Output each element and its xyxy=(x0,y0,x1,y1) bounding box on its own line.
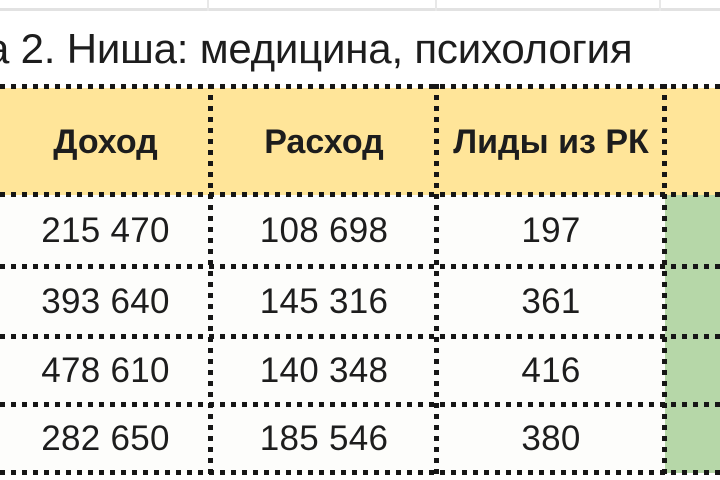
table-cell-extra-1[interactable] xyxy=(665,267,720,337)
column-header-extra[interactable] xyxy=(665,88,720,195)
gridline-v-col-3 xyxy=(662,84,667,480)
table-cell-extra-2[interactable] xyxy=(665,337,720,405)
sheet-gridline-tick-3 xyxy=(659,0,661,11)
table-cell-extra-3[interactable] xyxy=(665,405,720,473)
table-cell-income-0[interactable]: 215 470 xyxy=(0,195,211,267)
table-cell-income-3[interactable]: 282 650 xyxy=(0,405,211,473)
table-cell-leads-0[interactable]: 197 xyxy=(437,195,665,267)
sheet-gridline-tick-2 xyxy=(435,0,437,11)
table-cell-expense-0[interactable]: 108 698 xyxy=(211,195,437,267)
sheet-gridline-tick-1 xyxy=(207,0,209,11)
gridline-h-title-bottom xyxy=(0,84,720,89)
table-cell-income-1[interactable]: 393 640 xyxy=(0,267,211,337)
sheet-gridline-top xyxy=(0,8,720,11)
table-cell-leads-3[interactable]: 380 xyxy=(437,405,665,473)
gridline-h-header-bottom xyxy=(0,192,720,197)
table-title-row[interactable]: а 2. Ниша: медицина, психология xyxy=(0,11,720,84)
gridline-h-row-3 xyxy=(0,402,720,407)
page-title: а 2. Ниша: медицина, психология xyxy=(0,25,633,72)
table-cell-leads-1[interactable]: 361 xyxy=(437,267,665,337)
column-header-leads[interactable]: Лиды из РК xyxy=(437,88,665,195)
gridline-v-col-2 xyxy=(434,84,439,480)
table-cell-income-2[interactable]: 478 610 xyxy=(0,337,211,405)
gridline-v-col-1 xyxy=(208,84,213,480)
table-cell-expense-3[interactable]: 185 546 xyxy=(211,405,437,473)
column-header-income-label: Доход xyxy=(53,122,158,161)
column-header-income[interactable]: Доход xyxy=(0,88,211,195)
table-cell-extra-0[interactable] xyxy=(665,195,720,267)
gridline-h-row-2 xyxy=(0,334,720,339)
column-header-expense[interactable]: Расход xyxy=(211,88,437,195)
column-header-expense-label: Расход xyxy=(264,122,384,161)
table-cell-leads-2[interactable]: 416 xyxy=(437,337,665,405)
table-cell-expense-2[interactable]: 140 348 xyxy=(211,337,437,405)
table-bottom-spacer xyxy=(0,473,665,480)
column-header-leads-label: Лиды из РК xyxy=(453,122,649,161)
table-cell-expense-1[interactable]: 145 316 xyxy=(211,267,437,337)
gridline-h-row-4 xyxy=(0,470,720,475)
gridline-h-row-1 xyxy=(0,264,720,269)
